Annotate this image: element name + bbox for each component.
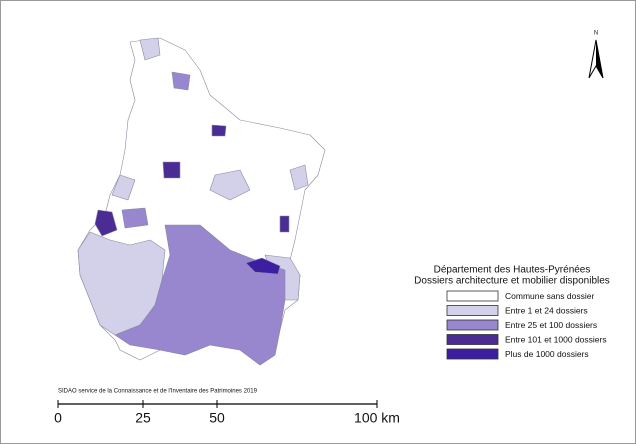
legend-swatch <box>446 334 499 345</box>
commune-region <box>245 257 281 275</box>
commune-region <box>111 174 136 201</box>
scale-label: 100 km <box>354 410 400 426</box>
legend-swatch <box>446 305 499 316</box>
legend-label: Entre 1 et 24 dossiers <box>505 305 588 315</box>
legend: Département des Hautes-Pyrénées Dossiers… <box>414 265 610 360</box>
commune-region <box>211 124 227 137</box>
commune-region <box>94 209 118 237</box>
legend-title: Dossiers architecture et mobilier dispon… <box>414 276 610 287</box>
legend-swatch <box>446 319 499 331</box>
commune-region <box>289 164 309 191</box>
scale-bar: 0 25 50 100 km <box>54 400 400 426</box>
commune-region <box>171 71 191 91</box>
commune-region <box>162 161 181 179</box>
legend-swatch <box>446 290 499 302</box>
commune-region <box>279 215 290 233</box>
scale-label: 50 <box>209 410 225 426</box>
legend-label: Entre 25 et 100 dossiers <box>505 320 597 330</box>
commune-region <box>139 37 161 61</box>
commune-region <box>121 207 149 229</box>
legend-title: Département des Hautes-Pyrénées <box>434 265 591 276</box>
north-label: N <box>594 31 598 37</box>
north-arrow: N <box>588 31 604 79</box>
credit: SIDAO service de la Connaissance et de l… <box>58 389 258 395</box>
legend-swatch <box>446 348 499 360</box>
commune-region <box>77 231 166 336</box>
legend-label: Commune sans dossier <box>505 291 594 301</box>
scale-label: 25 <box>135 410 151 426</box>
map <box>77 37 326 366</box>
north-arrow-half <box>596 40 603 78</box>
commune-region <box>209 169 251 201</box>
legend-label: Plus de 1000 dossiers <box>505 349 589 359</box>
legend-label: Entre 101 et 1000 dossiers <box>505 334 607 344</box>
scale-label: 0 <box>54 410 62 426</box>
